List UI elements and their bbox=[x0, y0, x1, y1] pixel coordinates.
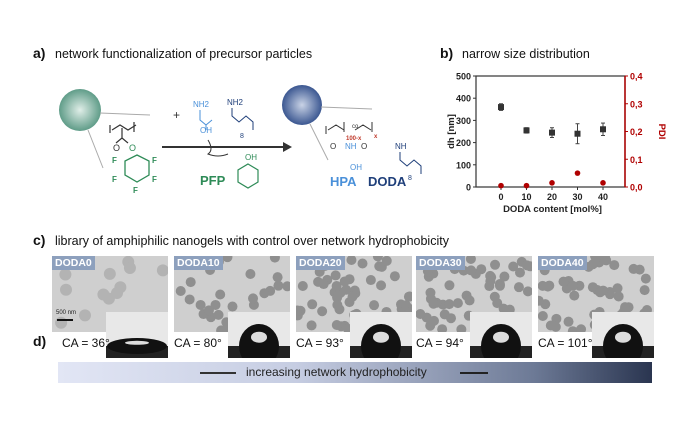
contact-angle-label: CA = 80° bbox=[174, 336, 222, 350]
x-tick-label: 40 bbox=[598, 192, 608, 202]
droplet-image bbox=[470, 312, 532, 358]
hpa-oh: OH bbox=[200, 126, 212, 135]
scalebar-label: 500 nm bbox=[56, 310, 77, 316]
pfp-oh: OH bbox=[245, 153, 257, 162]
y2-axis-label: PDI bbox=[656, 124, 667, 140]
tem-tag: DODA20 bbox=[296, 256, 345, 270]
o-atom: O bbox=[330, 142, 336, 151]
f-atom: F bbox=[152, 175, 157, 184]
scalebar bbox=[57, 319, 73, 321]
tem-tag: DODA40 bbox=[538, 256, 587, 270]
contact-angle-label: CA = 94° bbox=[416, 336, 464, 350]
y-tick-label: 200 bbox=[456, 138, 471, 148]
doda-repeat: 8 bbox=[240, 133, 244, 140]
y2-tick-label: 0,3 bbox=[630, 99, 643, 109]
y2-tick-label: 0,4 bbox=[630, 72, 643, 82]
pfp-ester-polymer bbox=[109, 122, 137, 144]
y2-tick-label: 0,2 bbox=[630, 127, 643, 137]
f-atom: F bbox=[133, 186, 138, 195]
doda-amine: NH2 bbox=[227, 98, 244, 107]
y-tick-label: 100 bbox=[456, 160, 471, 170]
panel-a-label: a) bbox=[33, 45, 46, 61]
panel-a-title: network functionalization of precursor p… bbox=[55, 47, 313, 61]
tem-tag: DODA0 bbox=[52, 256, 95, 270]
pdi-point bbox=[498, 182, 504, 189]
panel-b-title: narrow size distribution bbox=[462, 47, 590, 61]
hpa-amine: NH2 bbox=[193, 100, 210, 109]
panel-c-title: library of amphiphilic nanogels with con… bbox=[55, 234, 449, 248]
doda-repeat: 8 bbox=[408, 175, 412, 182]
droplet-image bbox=[592, 312, 654, 358]
f-atom: F bbox=[112, 175, 117, 184]
x-axis-label: DODA content [mol%] bbox=[503, 204, 602, 215]
pfp-ring bbox=[237, 163, 259, 189]
y2-tick-label: 0,1 bbox=[630, 155, 643, 165]
oxygen-carbonyl: O bbox=[113, 143, 120, 153]
y-tick-label: 400 bbox=[456, 94, 471, 104]
x-tick-label: 30 bbox=[572, 192, 582, 202]
droplet-image bbox=[350, 312, 412, 358]
pdi-point bbox=[523, 182, 530, 189]
pdi-point bbox=[600, 180, 606, 186]
y2-tick-label: 0,0 bbox=[630, 183, 643, 193]
oxygen-ester: O bbox=[129, 143, 136, 153]
arrow-right-icon bbox=[460, 372, 488, 374]
f-atom: F bbox=[112, 156, 117, 165]
x-tick-label: 10 bbox=[521, 192, 531, 202]
panel-d-label: d) bbox=[33, 333, 47, 349]
gradient-text: increasing network hydrophobicity bbox=[246, 365, 427, 379]
hydrophobicity-gradient-bar: increasing network hydrophobicity bbox=[58, 362, 652, 383]
tem-image: DODA20 bbox=[296, 256, 412, 332]
x-tick-label: 0 bbox=[498, 192, 503, 202]
plus-sign: + bbox=[173, 108, 180, 122]
size-chart: 0 100 200 300 400 500 0,0 0,1 0,2 0,3 0,4 0 10 20 30 40… bbox=[446, 72, 667, 216]
y-tick-label: 300 bbox=[456, 116, 471, 126]
dh-point bbox=[498, 104, 504, 111]
reaction-scheme: O O F F F F F + NH2 OH NH2 8 PFP OH co 1… bbox=[59, 85, 422, 195]
dh-point bbox=[574, 130, 581, 137]
doda-structure bbox=[231, 108, 254, 130]
dh-point bbox=[523, 127, 530, 134]
y-tick-label: 0 bbox=[466, 183, 471, 193]
arrow-left-icon bbox=[200, 372, 236, 374]
panel-c-label: c) bbox=[33, 232, 46, 248]
pdi-point bbox=[549, 180, 555, 186]
x-tick-label: 20 bbox=[547, 192, 557, 202]
contact-angle-label: CA = 36° bbox=[62, 336, 110, 350]
index-100-x: 100-x bbox=[346, 136, 362, 142]
doda-label: DODA bbox=[368, 174, 407, 189]
tem-tag: DODA30 bbox=[416, 256, 465, 270]
precursor-particle bbox=[59, 89, 151, 169]
index-x: x bbox=[374, 134, 378, 140]
pdi-point bbox=[574, 170, 581, 176]
o-atom: O bbox=[361, 142, 367, 151]
contact-angle-label: CA = 101° bbox=[538, 336, 593, 350]
contact-angle-label: CA = 93° bbox=[296, 336, 344, 350]
tem-tag: DODA10 bbox=[174, 256, 223, 270]
panel-b-label: b) bbox=[440, 45, 454, 61]
hpa-nh: NH bbox=[345, 142, 357, 151]
dh-point bbox=[600, 126, 606, 133]
hpa-structure bbox=[199, 110, 213, 130]
f-atom: F bbox=[152, 156, 157, 165]
y-axis-label: dh [nm] bbox=[446, 114, 457, 149]
pfp-label: PFP bbox=[200, 173, 226, 188]
hpa-label: HPA bbox=[330, 174, 357, 189]
droplet-image bbox=[106, 312, 168, 358]
droplet-image bbox=[228, 312, 290, 358]
hpa-oh-product: OH bbox=[350, 163, 362, 172]
doda-nh: NH bbox=[395, 142, 407, 151]
functionalized-particle bbox=[282, 85, 373, 161]
dh-point bbox=[549, 129, 555, 136]
pentafluorophenyl-ring bbox=[124, 154, 150, 183]
y-tick-label: 500 bbox=[456, 72, 471, 82]
co-label: co bbox=[352, 124, 359, 130]
